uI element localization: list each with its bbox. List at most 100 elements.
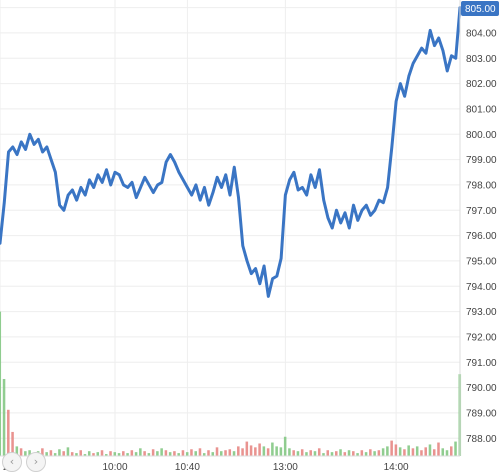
volume-bar [428,444,432,456]
volume-bar [198,448,202,456]
time-tick-label: 14:00 [384,462,409,473]
volume-bar [49,450,53,456]
volume-layer [0,311,462,456]
volume-bar [202,453,206,456]
volume-bar [185,452,189,456]
volume-bar [62,451,65,456]
volume-bar [139,448,142,456]
price-tick-label: 798.00 [466,180,497,191]
volume-bar [441,448,445,456]
price-tick-label: 800.00 [466,130,497,141]
volume-bar [105,454,108,456]
volume-bar [381,448,385,456]
price-tick-label: 791.00 [466,358,497,369]
volume-bar [237,446,240,456]
volume-bar [288,448,291,456]
volume-bar [411,448,415,456]
volume-bar [249,445,253,456]
volume-bar [369,449,372,456]
price-tick-label: 789.00 [466,408,497,419]
last-price-label: 805.00 [465,4,496,15]
volume-bar [164,450,168,456]
volume-bar [156,451,159,456]
volume-bar [11,431,14,456]
volume-bar [450,446,453,456]
volume-bar [160,448,163,456]
volume-bar [322,453,325,456]
volume-bar [262,446,266,456]
volume-bar [300,449,304,456]
volume-bar [122,451,125,456]
volume-bar [134,452,138,456]
volume-bar [266,448,270,456]
grid-layer [0,0,460,456]
volume-bar [177,453,180,456]
volume-bar [254,447,257,456]
volume-bar [245,441,249,456]
time-tick-label: 13:00 [273,462,298,473]
volume-bar [228,449,232,456]
volume-bar [258,443,261,456]
volume-bar [403,449,406,456]
price-tick-label: 797.00 [466,206,497,217]
volume-bar [58,449,61,456]
volume-bar [211,452,215,456]
volume-bar [24,451,27,456]
volume-bar [339,449,342,456]
price-tick-label: 799.00 [466,155,497,166]
volume-bar [113,452,117,456]
last-price-badge [461,1,499,16]
volume-bar [151,449,155,456]
chevron-left-icon[interactable]: ‹ [2,452,22,472]
volume-bar [279,447,283,456]
price-tick-label: 801.00 [466,104,497,115]
volume-bar [45,452,48,456]
time-tick-label: 10:00 [102,462,127,473]
price-layer [0,6,462,298]
volume-bar [215,447,219,456]
volume-bar [432,449,436,456]
volume-bar [445,450,449,456]
volume-bar [126,453,129,456]
time-tick-label: 10:40 [175,462,200,473]
volume-bar [241,448,244,456]
volume-bar [19,448,23,456]
volume-bar [232,451,236,456]
volume-bar [343,452,347,456]
price-tick-label: 790.00 [466,383,497,394]
volume-bar [147,453,151,456]
volume-bar [92,453,95,456]
volume-bar [181,450,185,456]
volume-bar [317,448,321,456]
volume-bar [305,452,308,456]
price-tick-label: 793.00 [466,307,497,318]
volume-bar [394,444,398,456]
volume-bar [454,441,457,456]
volume-bar [168,452,172,456]
volume-bar [143,451,146,456]
volume-bar [398,447,402,456]
volume-bar [7,409,10,456]
volume-bar [130,450,134,456]
volume-bar [313,451,317,456]
chevron-right-icon[interactable]: › [26,452,46,472]
volume-bar [109,451,112,456]
volume-bar [347,450,351,456]
volume-bar [330,452,334,456]
volume-bar [41,448,44,456]
volume-bar [173,451,176,456]
volume-bar [75,453,78,456]
price-tick-label: 804.00 [466,28,497,39]
volume-bar [326,450,330,456]
volume-bar [415,446,419,456]
volume-bar [377,450,381,456]
volume-bar [220,451,223,456]
price-axis: 804.00 803.00 802.00 801.00 800.00 799.00 798.… [459,0,499,456]
volume-bar [420,450,423,456]
price-tick-label: 788.00 [466,434,497,445]
volume-bar [0,311,2,456]
volume-bar [66,447,70,456]
